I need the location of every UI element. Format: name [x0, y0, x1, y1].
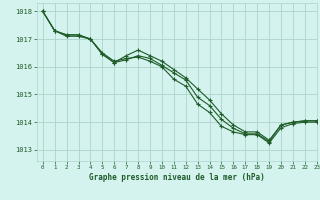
X-axis label: Graphe pression niveau de la mer (hPa): Graphe pression niveau de la mer (hPa)	[89, 173, 265, 182]
